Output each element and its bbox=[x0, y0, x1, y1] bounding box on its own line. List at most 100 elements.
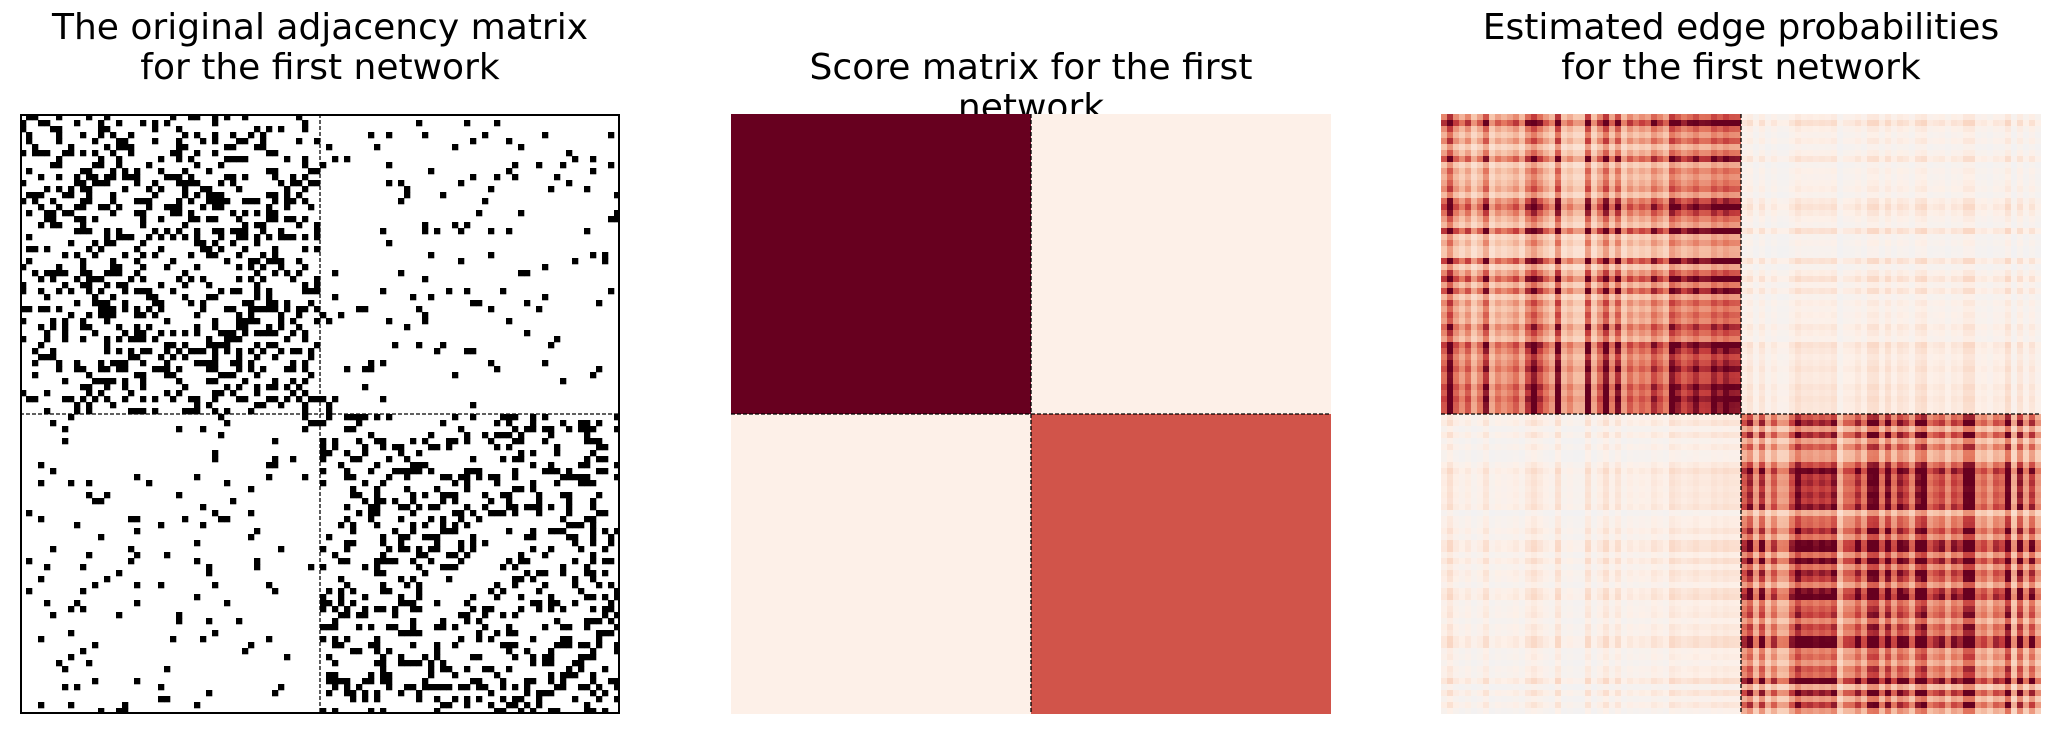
adjacency-cell bbox=[416, 462, 423, 469]
probability-cell bbox=[2011, 210, 2018, 217]
adjacency-cell bbox=[74, 684, 81, 691]
probability-cell bbox=[1525, 162, 1532, 169]
probability-cell bbox=[1981, 198, 1988, 205]
probability-cell bbox=[1549, 270, 1556, 277]
probability-cell bbox=[1465, 138, 1472, 145]
probability-cell bbox=[2029, 114, 2036, 121]
probability-cell bbox=[1501, 204, 1508, 211]
probability-cell bbox=[1975, 204, 1982, 211]
probability-cell bbox=[1501, 114, 1508, 121]
adjacency-cell bbox=[86, 408, 93, 415]
probability-cell bbox=[1699, 150, 1706, 157]
probability-cell bbox=[1813, 228, 1820, 235]
probability-cell bbox=[1975, 168, 1982, 175]
adjacency-cell bbox=[530, 636, 537, 643]
probability-cell bbox=[1879, 126, 1886, 133]
probability-cell bbox=[1861, 300, 1868, 307]
probability-cell bbox=[1921, 282, 1928, 289]
probability-cell bbox=[1987, 288, 1994, 295]
adjacency-cell bbox=[428, 432, 435, 439]
probability-cell bbox=[1477, 180, 1484, 187]
adjacency-cell bbox=[128, 348, 135, 355]
probability-cell bbox=[1879, 294, 1886, 301]
probability-cell bbox=[1957, 132, 1964, 139]
adjacency-cell bbox=[266, 258, 273, 265]
probability-cell bbox=[1957, 306, 1964, 313]
probability-cell bbox=[1567, 120, 1574, 127]
adjacency-cell bbox=[614, 684, 620, 691]
probability-cell bbox=[1951, 294, 1958, 301]
probability-cell bbox=[1867, 174, 1874, 181]
probability-cell bbox=[1567, 270, 1574, 277]
adjacency-cell bbox=[434, 624, 441, 631]
probability-cell bbox=[1801, 216, 1808, 223]
adjacency-cell bbox=[110, 240, 117, 247]
probability-cell bbox=[1711, 126, 1718, 133]
adjacency-cell bbox=[320, 468, 327, 475]
probability-cell bbox=[1501, 192, 1508, 199]
probability-cell bbox=[1873, 222, 1880, 229]
probability-cell bbox=[1573, 150, 1580, 157]
probability-cell bbox=[1771, 120, 1778, 127]
probability-cell bbox=[1729, 120, 1736, 127]
probability-cell bbox=[1615, 144, 1622, 151]
adjacency-cell bbox=[44, 150, 51, 157]
probability-cell bbox=[1909, 258, 1916, 265]
probability-cell bbox=[1747, 144, 1754, 151]
probability-cell bbox=[1951, 186, 1958, 193]
adjacency-cell bbox=[62, 270, 69, 277]
probability-cell bbox=[1525, 120, 1532, 127]
probability-cell bbox=[1729, 252, 1736, 259]
probability-cell bbox=[1687, 204, 1694, 211]
adjacency-cell bbox=[566, 534, 573, 541]
adjacency-cell bbox=[254, 288, 261, 295]
adjacency-cell bbox=[590, 438, 597, 445]
adjacency-cell bbox=[590, 480, 597, 487]
adjacency-cell bbox=[26, 246, 33, 253]
adjacency-cell bbox=[434, 600, 441, 607]
probability-cell bbox=[1567, 150, 1574, 157]
probability-cell bbox=[2011, 240, 2018, 247]
probability-cell bbox=[1867, 126, 1874, 133]
probability-cell bbox=[1543, 162, 1550, 169]
probability-cell bbox=[2005, 204, 2012, 211]
probability-cell bbox=[1837, 258, 1844, 265]
adjacency-cell bbox=[296, 258, 303, 265]
probability-cell bbox=[1657, 222, 1664, 229]
adjacency-cell bbox=[176, 138, 183, 145]
probability-cell bbox=[1441, 138, 1448, 145]
adjacency-cell bbox=[110, 168, 117, 175]
probability-cell bbox=[1663, 228, 1670, 235]
probability-cell bbox=[2035, 180, 2041, 187]
adjacency-cell bbox=[530, 678, 537, 685]
probability-cell bbox=[1885, 300, 1892, 307]
adjacency-cell bbox=[326, 600, 333, 607]
probability-cell bbox=[1915, 282, 1922, 289]
probability-cell bbox=[1483, 306, 1490, 313]
probability-cell bbox=[1741, 240, 1748, 247]
adjacency-cell bbox=[38, 462, 45, 469]
probability-cell bbox=[1879, 264, 1886, 271]
probability-cell bbox=[1795, 168, 1802, 175]
probability-cell bbox=[1525, 204, 1532, 211]
adjacency-cell bbox=[116, 138, 123, 145]
probability-cell bbox=[1747, 204, 1754, 211]
probability-cell bbox=[1537, 120, 1544, 127]
adjacency-cell bbox=[206, 282, 213, 289]
adjacency-cell bbox=[212, 582, 219, 589]
adjacency-cell bbox=[224, 480, 231, 487]
adjacency-cell bbox=[158, 234, 165, 241]
probability-cell bbox=[1825, 240, 1832, 247]
adjacency-cell bbox=[320, 636, 327, 643]
adjacency-cell bbox=[68, 702, 75, 709]
probability-cell bbox=[1579, 210, 1586, 217]
probability-cell bbox=[1483, 150, 1490, 157]
probability-cell bbox=[1753, 264, 1760, 271]
probability-cell bbox=[1993, 204, 2000, 211]
probability-cell bbox=[1519, 204, 1526, 211]
probability-cell bbox=[2029, 252, 2036, 259]
adjacency-cell bbox=[308, 564, 315, 571]
probability-cell bbox=[1873, 276, 1880, 283]
probability-cell bbox=[1849, 264, 1856, 271]
probability-cell bbox=[1525, 276, 1532, 283]
